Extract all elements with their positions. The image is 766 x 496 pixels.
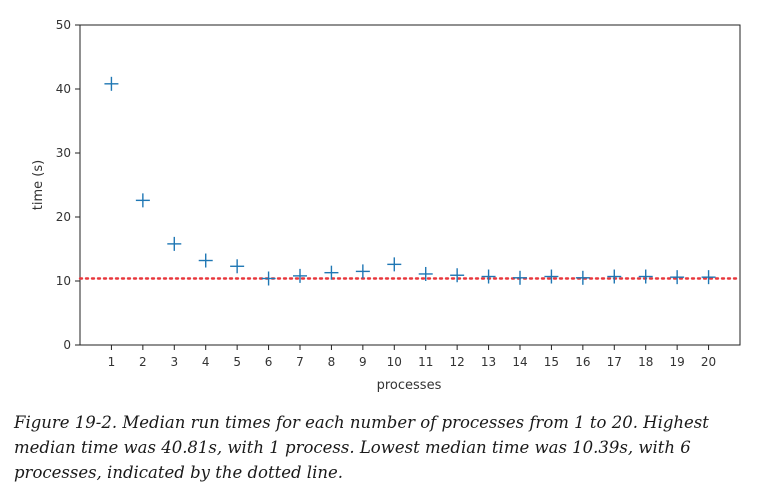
data-point: [355, 264, 370, 279]
x-tick-label: 2: [139, 355, 147, 369]
y-axis-label: time (s): [31, 160, 46, 210]
plot-frame: [79, 24, 741, 346]
x-tick-label: 9: [359, 355, 367, 369]
data-point: [324, 265, 339, 280]
chart: 1 2 3 4 5 6 7 8 9 10 11 12 13 14 15 16 17 18 19 20 01020304…: [31, 18, 742, 393]
data-point: [544, 269, 559, 284]
x-tick-label: 6: [265, 355, 273, 369]
x-tick-label: 4: [202, 355, 210, 369]
data-point: [418, 266, 433, 281]
x-tick-label: 20: [701, 355, 716, 369]
x-tick-label: 3: [170, 355, 178, 369]
x-tick-label: 15: [544, 355, 559, 369]
data-point: [575, 270, 590, 285]
axes: [79, 24, 741, 346]
x-tick-label: 17: [607, 355, 622, 369]
y-tick-label: 30: [56, 146, 71, 160]
y-tick-label: 20: [56, 210, 71, 224]
y-tick-label: 50: [56, 18, 71, 32]
data-point: [104, 76, 119, 91]
x-tick-label: 11: [418, 355, 433, 369]
data-point: [481, 269, 496, 284]
x-tick-label: 5: [233, 355, 241, 369]
data-point: [701, 270, 716, 285]
data-point: [670, 270, 685, 285]
x-axis-label: processes: [377, 378, 442, 393]
y-tick-label: 10: [56, 274, 71, 288]
data-point: [135, 193, 150, 208]
y-tick-label: 40: [56, 82, 71, 96]
data-point: [230, 259, 245, 274]
data-point: [167, 236, 182, 251]
data-point: [450, 268, 465, 283]
data-points: [104, 76, 716, 286]
x-tick-label: 16: [575, 355, 590, 369]
x-tick-label: 8: [328, 355, 336, 369]
y-ticks: 0 10 20 30 40 50: [56, 18, 80, 352]
x-tick-label: 18: [638, 355, 653, 369]
x-ticks: 1 2 3 4 5 6 7 8 9 10 11 12 13 14 15 16 17 18 19 20: [108, 345, 716, 369]
data-point: [293, 268, 307, 283]
data-point: [387, 257, 402, 272]
data-point: [607, 269, 622, 284]
x-tick-label: 12: [450, 355, 465, 369]
x-tick-label: 1: [108, 355, 116, 369]
y-tick-label: 0: [63, 338, 71, 352]
x-tick-label: 19: [670, 355, 685, 369]
x-tick-label: 13: [481, 355, 496, 369]
data-point: [198, 253, 213, 268]
figure-caption: Figure 19-2. Median run times for each n…: [14, 413, 709, 482]
data-point: [513, 270, 527, 285]
data-point: [261, 271, 276, 286]
x-tick-label: 14: [512, 355, 527, 369]
x-tick-label: 7: [296, 355, 304, 369]
data-point: [638, 269, 653, 284]
x-tick-label: 10: [387, 355, 402, 369]
